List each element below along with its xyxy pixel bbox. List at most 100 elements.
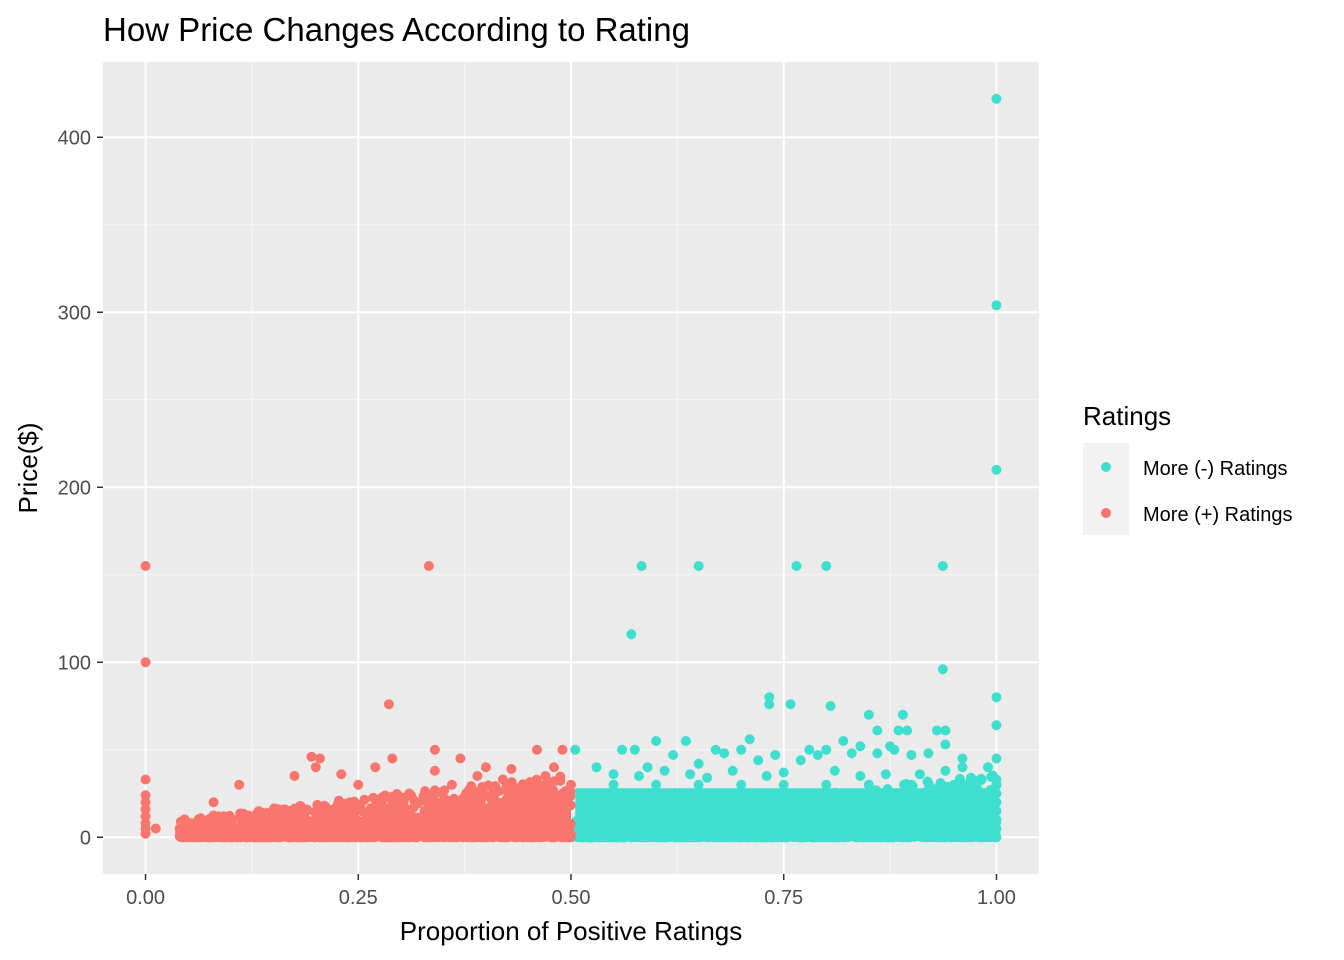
data-point — [236, 822, 247, 833]
x-tick-label: 0.25 — [339, 887, 378, 909]
data-point — [741, 814, 752, 825]
data-point — [665, 824, 676, 835]
data-point — [974, 832, 985, 843]
data-point — [976, 811, 987, 822]
data-point — [533, 831, 544, 842]
data-point — [921, 821, 932, 832]
data-point — [779, 800, 790, 811]
data-point — [736, 779, 747, 790]
data-point — [236, 814, 247, 825]
data-point — [444, 827, 455, 838]
x-tick-label: 0.75 — [764, 887, 803, 909]
data-point — [893, 725, 904, 736]
data-point — [937, 561, 948, 571]
data-point — [810, 809, 821, 820]
data-point — [940, 765, 951, 776]
data-point — [408, 815, 419, 826]
data-point — [959, 817, 970, 828]
y-tick-label: 200 — [58, 477, 91, 499]
data-point — [907, 823, 918, 834]
data-point — [858, 793, 869, 804]
data-point — [533, 790, 544, 801]
data-point — [991, 300, 1002, 311]
data-point — [851, 822, 862, 833]
data-point — [140, 561, 151, 571]
data-point — [991, 823, 1002, 834]
data-point — [306, 751, 317, 762]
data-point — [754, 824, 765, 835]
data-point — [791, 561, 802, 571]
data-point — [460, 809, 471, 820]
data-point — [891, 831, 902, 842]
data-point — [140, 790, 151, 801]
data-point — [894, 812, 905, 823]
data-point — [566, 779, 576, 790]
data-point — [496, 832, 507, 843]
data-point — [923, 779, 934, 790]
data-point — [651, 779, 662, 790]
data-point — [514, 783, 525, 794]
x-tick-label: 0.00 — [126, 887, 165, 909]
series-0 — [570, 93, 1002, 843]
y-tick-label: 400 — [58, 127, 91, 149]
data-point — [879, 802, 890, 813]
data-point — [531, 744, 542, 755]
data-point — [727, 765, 738, 776]
data-point — [634, 771, 645, 781]
data-point — [927, 803, 938, 814]
data-point — [626, 629, 637, 640]
data-point — [814, 828, 825, 839]
data-point — [617, 828, 628, 839]
data-point — [295, 801, 306, 812]
data-point — [711, 832, 722, 843]
data-point — [940, 725, 951, 736]
data-point — [895, 798, 906, 809]
data-point — [295, 812, 306, 823]
data-point — [564, 799, 575, 810]
legend-key-0 — [1101, 462, 1111, 472]
data-point — [758, 805, 769, 816]
data-point — [251, 809, 262, 820]
data-point — [378, 793, 389, 804]
data-point — [348, 829, 359, 840]
data-point — [867, 824, 878, 835]
data-point — [991, 806, 1002, 816]
data-point — [693, 561, 704, 571]
data-point — [521, 815, 532, 826]
data-point — [872, 725, 883, 736]
data-point — [174, 823, 185, 834]
data-point — [631, 821, 642, 832]
data-point — [870, 785, 881, 796]
data-point — [472, 771, 483, 781]
data-point — [879, 791, 890, 802]
data-point — [336, 769, 347, 780]
data-point — [353, 779, 364, 790]
data-point — [476, 832, 487, 843]
data-point — [710, 744, 721, 755]
data-point — [965, 772, 976, 783]
data-point — [767, 828, 778, 839]
data-point — [314, 753, 325, 764]
data-point — [575, 832, 586, 843]
data-point — [857, 806, 868, 817]
data-point — [410, 827, 421, 838]
data-point — [557, 788, 568, 799]
data-point — [492, 819, 503, 830]
data-point — [902, 725, 913, 736]
data-point — [991, 788, 1002, 799]
data-point — [817, 804, 828, 815]
y-axis-title: Price($) — [13, 422, 43, 513]
data-point — [834, 819, 845, 830]
data-point — [530, 812, 541, 823]
data-point — [208, 797, 219, 808]
data-point — [370, 762, 381, 773]
data-point — [744, 734, 755, 745]
data-point — [446, 799, 457, 810]
data-point — [223, 832, 234, 843]
data-point — [821, 744, 832, 755]
data-point — [764, 692, 775, 703]
data-point — [423, 561, 434, 571]
data-point — [522, 792, 533, 803]
data-point — [835, 811, 846, 822]
data-point — [778, 767, 789, 778]
